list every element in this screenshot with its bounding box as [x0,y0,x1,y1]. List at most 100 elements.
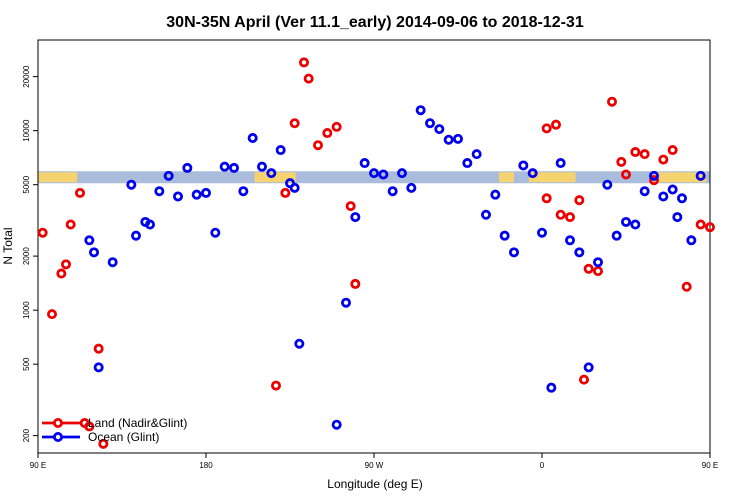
ocean-point [182,162,193,173]
land-point [695,219,706,230]
land-point [47,309,58,320]
ocean-point [583,362,594,373]
ocean-point [238,186,249,197]
ocean-point [350,212,361,223]
land-segment [654,172,707,183]
legend-label: Ocean (Glint) [88,430,159,444]
land-point [331,121,342,132]
ocean-point [527,168,538,179]
ocean-point [499,230,510,241]
land-point [649,175,660,186]
land-point [345,201,356,212]
land-point [555,209,566,220]
x-tick-label: 90 W [365,461,384,470]
land-point [551,119,562,130]
ocean-point [406,182,417,193]
ocean-point [368,168,379,179]
x-axis-label: Longitude (deg E) [327,477,422,491]
y-axis: 200 500 1000 2000 5000 10000 20000 [22,65,38,442]
land-point [541,123,552,134]
land-point [37,227,48,238]
x-tick-label: 180 [199,461,213,470]
ocean-point [359,158,370,169]
land-point [289,118,300,129]
land-point [658,154,669,165]
ocean-point [490,189,501,200]
land-point [630,147,641,158]
ocean-point [443,134,454,145]
ocean-point [256,161,267,172]
ocean-point [462,158,473,169]
ocean-point [602,179,613,190]
legend-marker [53,431,64,442]
ocean-point [340,297,351,308]
ocean-point [219,161,230,172]
data-points [37,57,716,449]
land-point [621,169,632,180]
ocean-point [677,193,688,204]
ocean-point [84,235,95,246]
ocean-point [387,186,398,197]
ocean-point [672,212,683,223]
x-tick-label: 90 E [702,461,718,470]
ocean-point [289,182,300,193]
ocean-point [191,189,202,200]
ocean-point [434,124,445,135]
ocean-point [275,145,286,156]
y-tick-label: 1000 [22,301,31,319]
y-axis-label: N Total [1,227,15,264]
land-point [98,438,109,449]
ocean-point [695,170,706,181]
land-point [61,259,72,270]
ocean-point [649,170,660,181]
y-tick-label: 5000 [22,175,31,193]
ocean-point [107,257,118,268]
land-segment [254,172,296,183]
land-point [65,219,76,230]
land-point [667,145,678,156]
y-tick-label: 500 [22,357,31,371]
ocean-point [574,247,585,258]
ocean-point [294,338,305,349]
ocean-point [89,247,100,258]
land-point [565,212,576,223]
y-tick-label: 10000 [22,119,31,142]
ocean-point [154,186,165,197]
ocean-point [378,169,389,180]
ocean-point [667,184,678,195]
ocean-point [686,235,697,246]
ocean-point [639,186,650,197]
land-point [705,222,716,233]
y-tick-label: 20000 [22,65,31,88]
ocean-point [130,230,141,241]
land-point [681,281,692,292]
land-point [298,57,309,68]
ocean-point [565,235,576,246]
ocean-point [93,362,104,373]
ocean-point [331,419,342,430]
land-point [639,149,650,160]
land-point [607,96,618,107]
y-tick-label: 200 [22,428,31,442]
land-point [312,140,323,151]
land-point [322,128,333,139]
x-axis: 90 E 180 90 W 0 90 E [30,453,718,470]
ocean-point [228,162,239,173]
ocean-point [621,216,632,227]
legend-marker [53,417,64,428]
land-point [93,343,104,354]
land-point [75,187,86,198]
ocean-point [593,257,604,268]
land-point [56,268,67,279]
legend: Land (Nadir&Glint)Ocean (Glint) [42,416,187,444]
x-tick-label: 0 [540,461,545,470]
land-point [280,187,291,198]
land-point [350,278,361,289]
ocean-point [611,230,622,241]
ocean-point [452,133,463,144]
ocean-point [537,227,548,238]
land-segment [528,172,576,183]
ocean-point [415,105,426,116]
land-point [270,380,281,391]
